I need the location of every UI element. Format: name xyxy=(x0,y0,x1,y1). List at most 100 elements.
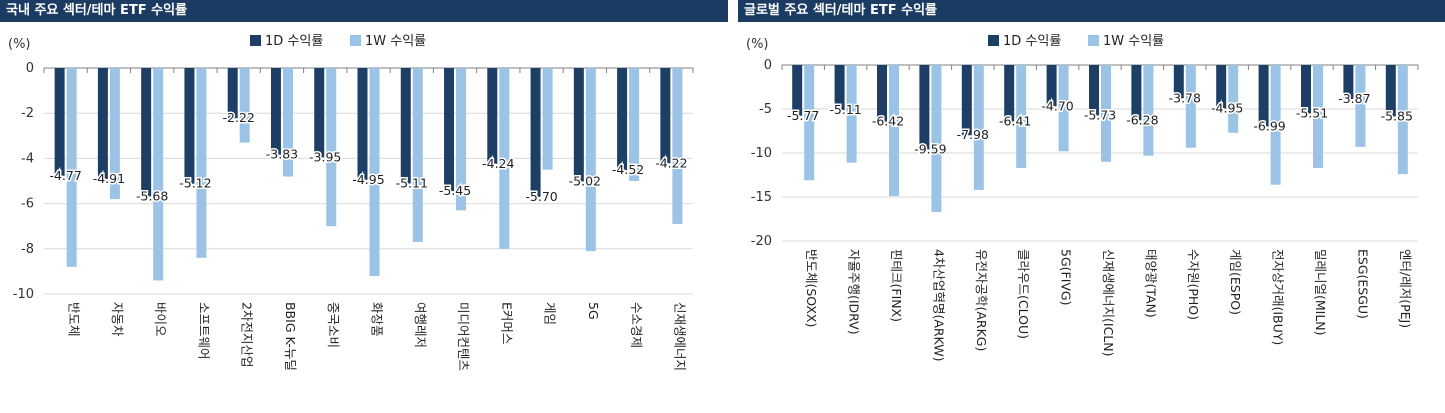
bar-1w xyxy=(1228,65,1239,133)
data-label: -6.42 xyxy=(872,113,904,128)
bar-1d xyxy=(270,68,281,155)
bar-1d xyxy=(1089,65,1099,116)
x-category-label: 유전자공학(ARKG) xyxy=(974,249,989,351)
bar-1d xyxy=(1216,65,1227,109)
legend-label-1w: 1W 수익률 xyxy=(1103,34,1164,49)
y-tick-label: -10 xyxy=(13,287,34,302)
x-category-label: 핀테크(FINX) xyxy=(889,249,904,322)
bar-1w xyxy=(412,68,423,243)
bar-1w xyxy=(846,65,857,163)
x-category-label: 화장품 xyxy=(370,302,385,337)
bar-1w xyxy=(196,68,207,258)
bar-1d xyxy=(1046,65,1057,107)
data-label: -6.28 xyxy=(1126,112,1158,127)
x-category-label: 엔터/레저(PEJ) xyxy=(1398,249,1413,328)
data-label: -5.51 xyxy=(1296,105,1328,120)
bar-1w xyxy=(66,68,77,267)
x-category-label: 소프트웨어 xyxy=(196,302,211,360)
x-category-label: 태양광(TAN) xyxy=(1143,249,1158,318)
bar-1d xyxy=(573,68,584,182)
bar-1w xyxy=(326,68,337,227)
bar-1d xyxy=(1004,65,1015,122)
data-label: -4.52 xyxy=(612,162,644,177)
x-category-label: 여행레저 xyxy=(413,302,428,348)
bar-1w xyxy=(282,68,293,177)
y-tick-label: -2 xyxy=(21,106,34,121)
bar-1w xyxy=(153,68,164,281)
data-label: -5.45 xyxy=(439,183,471,198)
x-category-label: 4차산업혁명(ARKW) xyxy=(931,249,946,362)
bar-1d xyxy=(919,65,930,150)
bar-1d xyxy=(97,68,108,179)
global-etf-chart: (%) 1D 수익률 1W 수익률 0 -5 -10 -15 -20 -5.77 반도체(SOXX… xyxy=(746,34,1419,362)
x-category-label: BBIG K-뉴딜 xyxy=(283,302,298,371)
bar-1d xyxy=(54,68,65,176)
global-etf-chart-panel: 글로벌 주요 섹터/테마 ETF 수익률 (%) 1D 수익률 1W 수익률 0 -5-… xyxy=(738,0,1445,413)
bar-1d xyxy=(141,68,152,197)
bar-1w xyxy=(499,68,510,249)
y-tick-label: -4 xyxy=(21,151,34,166)
bar-1w xyxy=(672,68,683,224)
x-category-label: 바이오 xyxy=(153,302,168,337)
x-category-label: 신재생에너지(ICLN) xyxy=(1101,249,1116,356)
bar-1d xyxy=(400,68,411,184)
data-label: -5.02 xyxy=(569,173,601,188)
bar-1d xyxy=(660,68,671,164)
data-label: -9.59 xyxy=(914,141,946,156)
data-label: -3.87 xyxy=(1338,91,1370,106)
bar-1w xyxy=(585,68,596,252)
y-tick-label: -5 xyxy=(759,102,772,117)
bar-1d xyxy=(227,68,238,119)
legend-label-1w: 1W 수익률 xyxy=(365,34,426,49)
y-tick-label: -15 xyxy=(751,190,772,205)
bar-1w xyxy=(1313,65,1323,168)
data-label: -5.68 xyxy=(136,188,168,203)
bar-1w xyxy=(456,68,467,211)
x-category-label: 게임 xyxy=(543,302,558,325)
bar-1d xyxy=(617,68,628,171)
data-label: -4.91 xyxy=(93,171,125,186)
legend-label-1d: 1D 수익률 xyxy=(265,34,323,49)
data-label: -2.22 xyxy=(223,110,255,125)
bar-1w xyxy=(1270,65,1281,185)
x-category-label: 신재생에너지 xyxy=(672,302,687,371)
x-category-label: 5G xyxy=(586,302,601,320)
bar-1w xyxy=(1101,65,1111,162)
data-label: -3.78 xyxy=(1169,90,1201,105)
bar-1w xyxy=(1355,65,1366,147)
data-label: -5.70 xyxy=(525,189,557,204)
bar-1d xyxy=(834,65,845,110)
domestic-etf-chart: (%) 1D 수익률 1W 수익률 0 -2 -4 -6 -8 -10 -4.77 반도체 -4.91… xyxy=(8,34,694,371)
bar-1w xyxy=(1185,65,1196,148)
data-label: -4.95 xyxy=(1211,101,1243,116)
x-category-label: 반도체 xyxy=(67,302,82,337)
x-category-label: 중국소비 xyxy=(326,302,341,348)
bar-1w xyxy=(109,68,120,200)
bar-1d xyxy=(487,68,498,164)
legend-label-1d: 1D 수익률 xyxy=(1003,34,1061,49)
y-tick-label: 0 xyxy=(764,58,772,73)
bar-1w xyxy=(1016,65,1027,168)
data-label: -5.11 xyxy=(396,175,428,190)
data-label: -7.98 xyxy=(957,127,989,142)
x-category-label: 미디어컨텐츠 xyxy=(456,302,471,371)
x-category-label: 전자상거래(IBUY) xyxy=(1271,249,1286,345)
bar-1w xyxy=(239,68,250,143)
x-category-label: 반도체(SOXX) xyxy=(804,249,819,327)
bar-1d xyxy=(314,68,325,158)
x-category-label: 밀레니얼(MILN) xyxy=(1313,249,1328,336)
y-unit-label: (%) xyxy=(8,37,31,52)
bar-1d xyxy=(1173,65,1184,99)
legend-swatch-1d xyxy=(250,35,261,46)
y-tick-label: -8 xyxy=(21,242,34,257)
x-category-label: 2차전지산업 xyxy=(240,302,255,367)
bar-1d xyxy=(1385,65,1396,117)
data-label: -3.95 xyxy=(309,149,341,164)
data-label: -4.70 xyxy=(1041,98,1073,113)
x-category-label: 자율주행(IDRV) xyxy=(847,249,862,335)
x-category-label: E커머스 xyxy=(499,302,514,344)
y-tick-label: -10 xyxy=(751,146,772,161)
x-category-label: 클라우드(CLOU) xyxy=(1016,249,1031,339)
legend-swatch-1w xyxy=(350,35,361,46)
bar-1d xyxy=(530,68,541,197)
